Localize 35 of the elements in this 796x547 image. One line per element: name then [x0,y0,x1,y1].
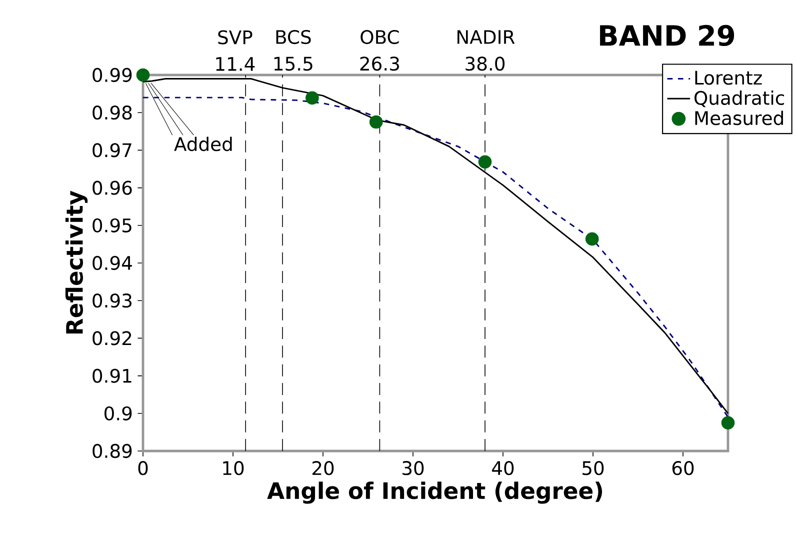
legend-label: Quadratic [694,90,784,108]
y-tick-label: 0.94 [92,256,132,270]
y-tick-label: 0.91 [92,368,132,383]
chart-title: BAND 29 [600,24,734,46]
x-tick-label: 50 [582,461,604,476]
y-tick-label: 0.92 [92,331,132,346]
point [585,232,599,246]
y-tick-label: 0.97 [92,143,132,158]
y-tick-label: 0.93 [92,294,132,308]
x-tick-label: 10 [223,461,244,476]
y-tick-label: 0.95 [92,218,132,232]
point [306,91,319,105]
y-axis-title: Reflectivity [65,190,88,334]
ref-line-label: SVP 11.4 [216,30,255,71]
point [721,416,735,430]
y-tick-label: 0.89 [92,444,132,458]
annotation: Added [174,136,232,152]
ref-line-label: OBC 26.3 [360,30,399,71]
point [369,115,383,129]
legend-label: Lorentz [695,70,762,85]
x-tick-label: 20 [312,461,334,476]
x-tick-label: 0 [138,461,148,476]
point [136,68,150,82]
ref-line-label: BCS 15.5 [274,30,312,71]
x-tick-label: 30 [402,461,424,476]
x-axis-title: Angle of Incident (degree) [267,482,602,504]
x-tick-label: 60 [672,461,694,476]
y-tick-label: 0.96 [92,180,132,195]
y-tick-label: 0.9 [104,406,132,420]
point [478,155,492,169]
x-tick-label: 40 [492,461,514,476]
y-tick-label: 0.99 [92,68,132,82]
legend-label: Measured [695,110,783,126]
ref-line-label: NADIR 38.0 [458,30,515,71]
y-tick-label: 0.98 [92,106,132,120]
